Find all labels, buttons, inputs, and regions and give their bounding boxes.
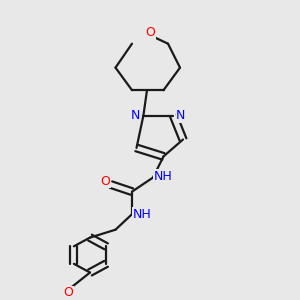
Text: O: O: [101, 175, 110, 188]
Text: NH: NH: [154, 169, 172, 183]
Text: O: O: [63, 286, 73, 299]
Text: NH: NH: [133, 208, 151, 221]
Text: O: O: [145, 26, 155, 40]
Text: N: N: [130, 109, 140, 122]
Text: N: N: [176, 109, 186, 122]
